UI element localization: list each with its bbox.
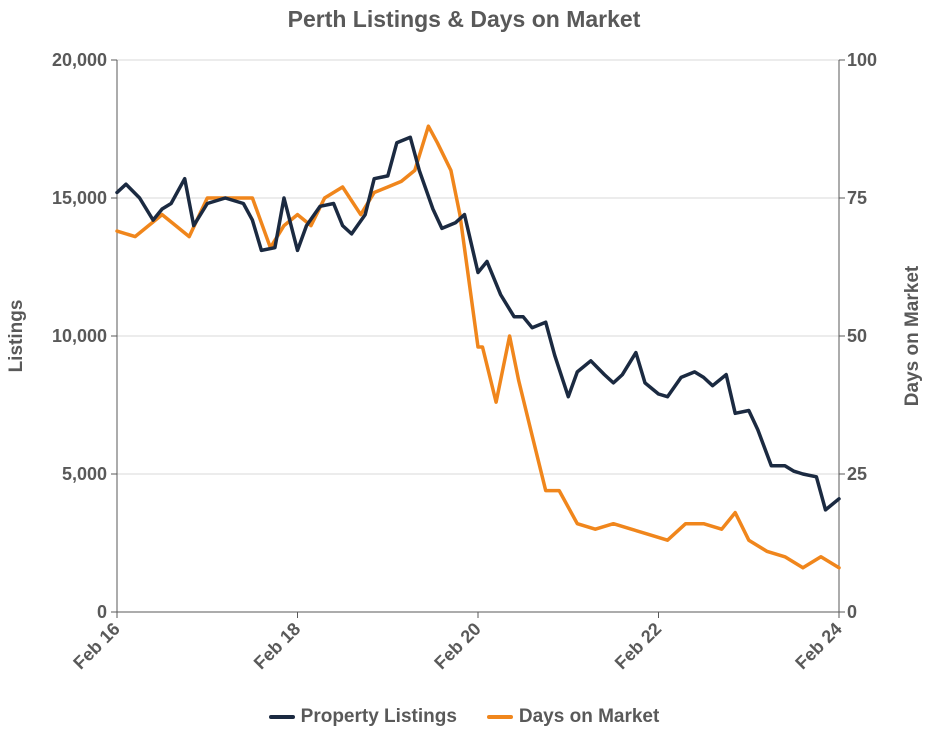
axes — [111, 59, 845, 618]
legend-swatch-days-on-market — [486, 715, 513, 719]
left-axis-label: Listings — [6, 300, 27, 373]
legend-label-property-listings: Property Listings — [300, 706, 457, 727]
series-layer — [115, 124, 841, 570]
x-tick-label: Feb 22 — [611, 619, 665, 673]
right-tick-label: 0 — [847, 602, 857, 622]
right-axis-ticks: 0 25 50 75 100 — [847, 50, 877, 622]
legend-swatch-property-listings — [268, 715, 295, 719]
legend-item-property-listings: Property Listings — [268, 706, 457, 728]
left-tick-label: 10,000 — [52, 326, 107, 346]
series-line-days-on-market — [115, 124, 841, 570]
x-tick-label: Feb 20 — [430, 619, 484, 673]
legend-item-days-on-market: Days on Market — [486, 706, 660, 728]
x-axis-ticks: Feb 16 Feb 18 Feb 20 Feb 22 Feb 24 — [69, 619, 845, 673]
left-tick-label: 15,000 — [52, 188, 107, 208]
legend-label-days-on-market: Days on Market — [518, 706, 660, 727]
left-tick-label: 0 — [97, 602, 107, 622]
right-tick-label: 75 — [847, 188, 867, 208]
right-tick-label: 50 — [847, 326, 867, 346]
right-axis-label: Days on Market — [902, 265, 923, 406]
x-tick-label: Feb 16 — [69, 619, 123, 673]
chart-title: Perth Listings & Days on Market — [287, 6, 641, 32]
left-tick-label: 5,000 — [62, 464, 107, 484]
right-tick-label: 25 — [847, 464, 867, 484]
x-tick-label: Feb 18 — [250, 619, 304, 673]
series-line-property-listings — [115, 135, 841, 512]
left-axis-ticks: 0 5,000 10,000 15,000 20,000 — [52, 50, 107, 622]
legend: Property Listings Days on Market — [0, 706, 928, 728]
left-tick-label: 20,000 — [52, 50, 107, 70]
right-tick-label: 100 — [847, 50, 877, 70]
x-tick-label: Feb 24 — [791, 619, 845, 673]
